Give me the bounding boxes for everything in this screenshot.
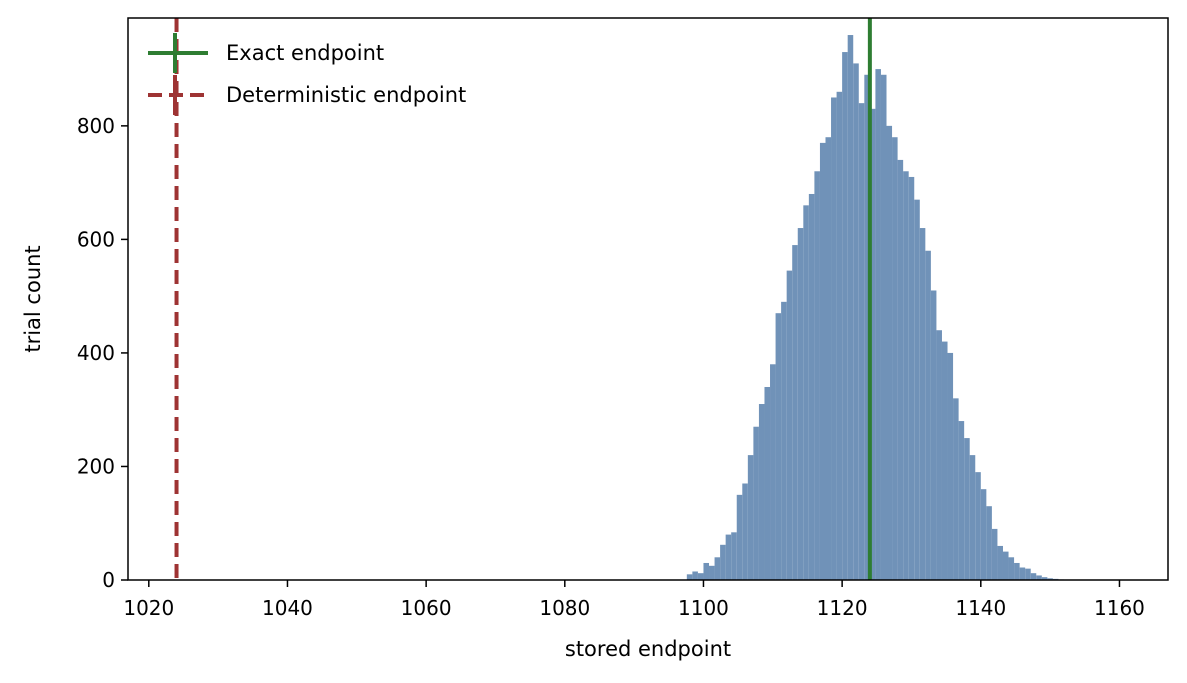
legend-item-deterministic: Deterministic endpoint [148, 75, 466, 115]
y-tick-label: 200 [77, 454, 115, 478]
histogram-bar [991, 528, 998, 580]
histogram-bar [836, 91, 843, 581]
histogram-bar [803, 205, 809, 581]
histogram-bar [753, 426, 759, 580]
histogram-bar [1025, 568, 1031, 580]
histogram-bar [969, 455, 976, 580]
histogram-bar [736, 494, 743, 580]
histogram-bar [770, 364, 776, 580]
histogram-bar [825, 137, 832, 580]
y-tick-label: 600 [77, 227, 115, 251]
histogram-bar [897, 159, 904, 580]
histogram-bar [758, 404, 765, 580]
x-tick-label: 1160 [1094, 596, 1145, 620]
legend: Exact endpoint Deterministic endpoint [148, 33, 466, 115]
histogram-bar [903, 171, 909, 581]
histogram-bars [686, 35, 1064, 581]
histogram-bar [1030, 573, 1037, 580]
histogram-bar [947, 352, 954, 580]
histogram-bar [814, 171, 820, 581]
histogram-bar [880, 74, 887, 581]
histogram-bar [797, 228, 804, 580]
histogram-bar [720, 544, 726, 580]
histogram-bar [858, 103, 865, 580]
histogram-bar [781, 301, 787, 580]
histogram-bar [986, 506, 992, 580]
y-axis-ticks: 0 200 400 600 800 [77, 114, 128, 592]
y-tick-label: 800 [77, 114, 115, 138]
x-tick-label: 1140 [955, 596, 1006, 620]
histogram-bar [1014, 562, 1020, 580]
histogram-bar [936, 330, 942, 580]
histogram-bar [908, 176, 915, 580]
histogram-bar [775, 313, 782, 580]
x-axis-label: stored endpoint [565, 637, 731, 661]
histogram-bar [919, 228, 926, 580]
histogram-bar [941, 341, 948, 580]
histogram-bar [686, 574, 693, 580]
histogram-bar [875, 69, 881, 580]
legend-label-deterministic: Deterministic endpoint [226, 83, 466, 107]
x-tick-label: 1040 [262, 596, 313, 620]
histogram-bar [725, 534, 732, 580]
histogram-bar [692, 571, 698, 580]
legend-label-exact: Exact endpoint [226, 41, 384, 65]
histogram-bar [697, 573, 704, 580]
histogram-bar [1036, 575, 1042, 580]
y-tick-label: 400 [77, 341, 115, 365]
x-tick-label: 1080 [539, 596, 590, 620]
histogram-bar [747, 455, 754, 580]
histogram-bar [1008, 557, 1015, 580]
y-axis-label: trial count [21, 245, 45, 352]
histogram-bar [869, 108, 876, 581]
histogram-bar [864, 74, 870, 581]
histogram-bar [953, 398, 959, 580]
histogram-bar [853, 63, 859, 581]
x-axis-ticks: 1020 1040 1060 1080 1100 1120 1140 1160 [123, 580, 1145, 620]
histogram-bar [731, 532, 737, 580]
histogram-bar [964, 438, 970, 580]
histogram-bar [786, 270, 793, 580]
x-tick-label: 1020 [123, 596, 174, 620]
histogram-bar [831, 97, 837, 581]
x-tick-label: 1060 [401, 596, 452, 620]
histogram-bar [847, 35, 854, 581]
histogram-bar [808, 193, 815, 580]
histogram-bar [892, 137, 898, 580]
histogram-bar [958, 421, 965, 580]
histogram-bar [930, 290, 937, 580]
histogram-bar [842, 52, 848, 580]
y-tick-label: 0 [102, 568, 115, 592]
x-tick-label: 1120 [817, 596, 868, 620]
histogram-bar [703, 562, 710, 580]
histogram-bar [997, 545, 1003, 580]
histogram-bar [1047, 578, 1053, 580]
histogram-bar [742, 483, 748, 580]
histogram-bar [792, 245, 798, 580]
plot-frame [127, 17, 1169, 581]
legend-item-exact: Exact endpoint [148, 33, 384, 73]
histogram-bar [709, 565, 715, 580]
histogram-bar [764, 386, 771, 580]
histogram-bar [886, 125, 893, 581]
histogram-bar [975, 472, 981, 580]
histogram-bar [1019, 567, 1026, 580]
histogram-bar [714, 557, 721, 580]
x-tick-label: 1100 [678, 596, 729, 620]
histogram-bar [819, 142, 826, 580]
histogram-bar [914, 199, 920, 581]
histogram-bar [980, 489, 987, 580]
histogram-bar [925, 250, 931, 580]
histogram-bar [1041, 577, 1048, 580]
histogram-bar [1002, 551, 1009, 580]
